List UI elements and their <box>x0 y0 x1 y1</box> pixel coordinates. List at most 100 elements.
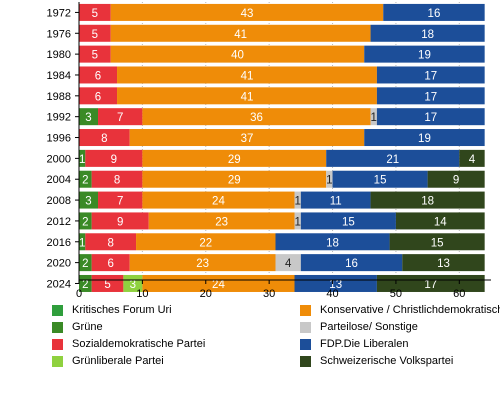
bar-segment <box>79 170 92 188</box>
data-label: 19 <box>418 50 431 62</box>
bar-segment <box>332 170 428 188</box>
data-label: 7 <box>117 196 123 208</box>
data-label: 18 <box>421 29 434 41</box>
bar-segment <box>395 212 485 230</box>
data-label: 16 <box>345 258 358 270</box>
x-tick-label: 40 <box>326 288 338 300</box>
bar-segment <box>79 191 99 209</box>
bar-segment <box>326 170 333 188</box>
x-tick-label: 0 <box>76 288 82 300</box>
legend-label: Grüne <box>72 321 103 333</box>
legend-item: Kritisches Forum Uri <box>52 303 172 317</box>
x-tick-label: 30 <box>263 288 275 300</box>
legend-label: Grünliberale Partei <box>72 355 164 367</box>
bar-segment <box>110 3 384 21</box>
legend-swatch <box>300 321 311 333</box>
data-label: 2 <box>82 175 88 187</box>
x-tick-label: 10 <box>136 288 148 300</box>
bar-segment <box>376 87 485 105</box>
bar-segment <box>79 233 86 251</box>
legend-label: Schweizerische Volkspartei <box>320 355 454 367</box>
y-tick-label: 1984 <box>47 70 71 82</box>
data-label: 43 <box>241 8 254 20</box>
data-label: 6 <box>107 258 113 270</box>
bar-segment <box>300 191 371 209</box>
bar-segment <box>370 108 377 126</box>
bar-segment <box>79 45 111 63</box>
bar-segment <box>370 24 485 42</box>
data-label: 3 <box>85 196 91 208</box>
bar-segment <box>117 66 377 84</box>
data-label: 15 <box>342 216 355 228</box>
bar-segment <box>376 274 485 292</box>
legend-item: FDP.Die Liberalen <box>300 337 408 351</box>
data-label: 9 <box>117 216 123 228</box>
bar-segment <box>79 129 130 147</box>
data-label: 4 <box>469 154 476 166</box>
bar-segment <box>427 170 485 188</box>
axes: 0 10 20 30 40 50 60197219761980198419881992199… <box>47 2 491 300</box>
bar-segment <box>376 108 485 126</box>
data-label: 24 <box>212 196 225 208</box>
data-label: 5 <box>92 8 98 20</box>
bar-segment <box>142 149 327 167</box>
y-tick-label: 2016 <box>47 237 71 249</box>
data-label: 5 <box>104 279 110 291</box>
data-label: 18 <box>421 196 434 208</box>
bar-segment <box>294 274 377 292</box>
bar-segment <box>129 254 276 272</box>
data-label: 1 <box>371 112 377 124</box>
y-tick-label: 2012 <box>47 216 71 228</box>
bar-segment <box>364 129 485 147</box>
x-tick-label: 60 <box>453 288 465 300</box>
data-label: 41 <box>241 91 254 103</box>
bar-segment <box>79 254 92 272</box>
bar-segment <box>79 149 86 167</box>
data-label: 6 <box>95 70 101 82</box>
data-label: 15 <box>431 237 444 249</box>
bar-segment <box>142 191 295 209</box>
data-label: 14 <box>434 216 447 228</box>
bar-segment <box>459 149 485 167</box>
bar-segment <box>376 66 485 84</box>
legend-item: Schweizerische Volkspartei <box>300 354 453 368</box>
data-label: 5 <box>92 50 98 62</box>
data-label: 36 <box>250 112 263 124</box>
stacked-bar-chart: 5 43 165 41 185 40 196 41 176 41 173 7 36 1 178 37 191 9 2… <box>47 2 491 300</box>
legend-item: Sozialdemokratische Partei <box>52 337 205 351</box>
data-label: 17 <box>424 91 437 103</box>
bar-segment <box>98 108 143 126</box>
legend-swatch <box>300 338 311 350</box>
legend-label: Konservative / Christlichdemokratische <box>320 304 500 316</box>
legend-swatch <box>52 321 63 333</box>
data-label: 24 <box>212 279 225 291</box>
x-tick-label: 20 <box>200 288 212 300</box>
y-tick-label: 2020 <box>47 258 71 270</box>
bar-segment <box>370 191 485 209</box>
bar-segment <box>98 191 143 209</box>
bar-segment <box>79 24 111 42</box>
y-tick-label: 1972 <box>47 7 71 19</box>
data-label: 3 <box>130 279 136 291</box>
bar-segment <box>91 170 143 188</box>
legend-item: Konservative / Christlichdemokratische <box>300 303 500 317</box>
bar-segment <box>275 233 390 251</box>
y-tick-label: 1976 <box>47 28 71 40</box>
data-label: 7 <box>117 112 123 124</box>
legend-item: Grünliberale Partei <box>52 354 164 368</box>
data-label: 11 <box>330 196 342 208</box>
bar-segment <box>79 87 118 105</box>
bar-segment <box>110 45 365 63</box>
data-label: 37 <box>241 133 254 145</box>
data-label: 17 <box>424 112 437 124</box>
y-tick-label: 2008 <box>47 195 71 207</box>
bar-segment <box>364 45 485 63</box>
data-label: 8 <box>107 237 113 249</box>
legend-swatch <box>52 304 63 316</box>
bar-segment <box>275 254 301 272</box>
data-label: 23 <box>215 216 228 228</box>
data-label: 15 <box>374 175 387 187</box>
data-label: 9 <box>111 154 117 166</box>
legend-swatch <box>52 338 63 350</box>
data-label: 6 <box>95 91 101 103</box>
